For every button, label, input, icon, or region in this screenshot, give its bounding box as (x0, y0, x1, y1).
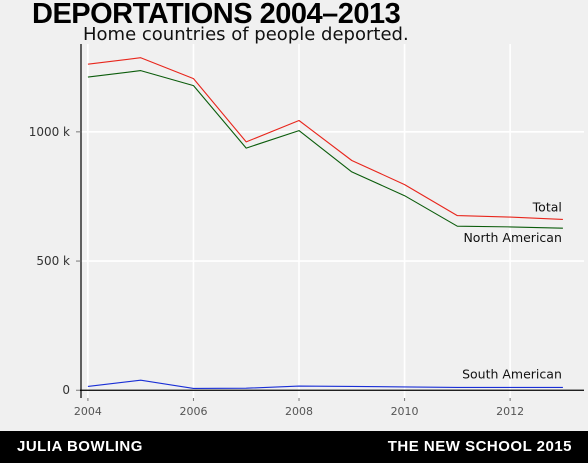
tick-labels: 2004 2006 2008 2010 2012 0 500 k 1000 k (29, 125, 524, 418)
x-tick-label-2010: 2010 (391, 405, 419, 418)
y-tick-label-0: 0 (62, 383, 70, 397)
footer-organization: THE NEW SCHOOL 2015 (387, 438, 572, 455)
series-line-south-american (87, 379, 563, 389)
x-tick-label-2004: 2004 (74, 405, 102, 418)
axes (80, 44, 584, 398)
y-tick-label-500000: 500 k (36, 254, 70, 268)
x-tick-label-2006: 2006 (179, 405, 207, 418)
data-series (87, 57, 563, 389)
series-line-total (87, 57, 563, 220)
series-label-total: Total (532, 199, 562, 214)
x-tick-label-2012: 2012 (496, 405, 524, 418)
footer-bar: JULIA BOWLING THE NEW SCHOOL 2015 (0, 431, 588, 463)
series-label-north-american: North American (463, 230, 561, 245)
y-tick-label-1000000: 1000 k (29, 125, 70, 139)
x-tick-label-2008: 2008 (285, 405, 313, 418)
chart-title: DEPORTATIONS 2004–2013 (32, 0, 401, 30)
chart-subtitle: Home countries of people deported. (83, 24, 409, 45)
series-line-north-american (87, 70, 563, 229)
series-label-south-american: South American (462, 366, 562, 381)
gridlines (80, 44, 584, 398)
footer-author: JULIA BOWLING (17, 438, 143, 455)
series-labels: Total North American South American (462, 199, 562, 381)
